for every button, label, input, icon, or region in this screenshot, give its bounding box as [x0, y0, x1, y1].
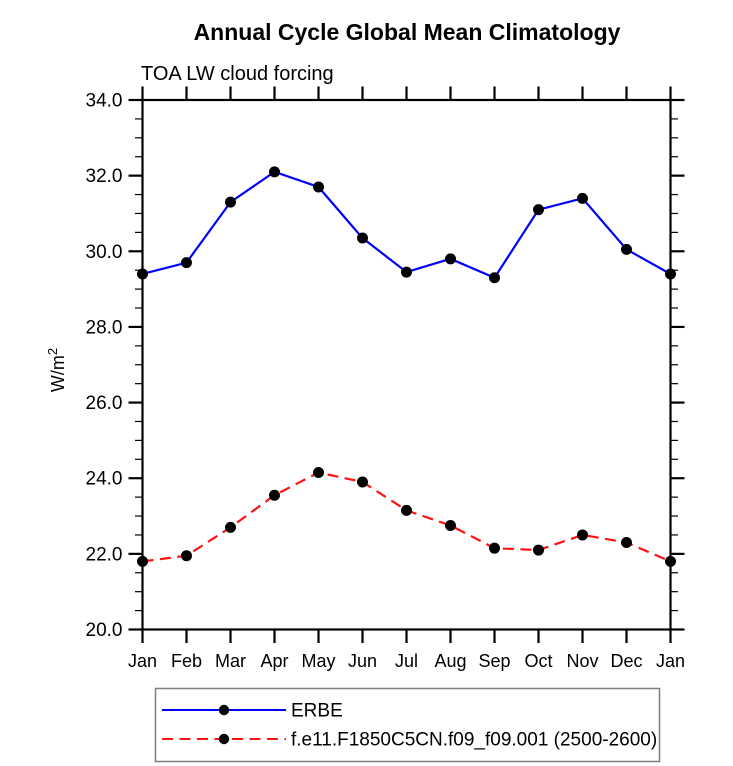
x-tick-label: Dec: [610, 651, 642, 671]
data-point-marker: [533, 204, 544, 216]
data-point-marker: [489, 542, 500, 554]
chart-title: Annual Cycle Global Mean Climatology: [194, 19, 621, 45]
x-tick-label: Oct: [524, 651, 552, 671]
data-point-marker: [445, 253, 456, 265]
data-series: [137, 166, 676, 567]
y-tick-label: 28.0: [86, 317, 123, 338]
y-axis-title: W/m2: [45, 348, 68, 392]
data-point-marker: [269, 489, 280, 501]
y-tick-label: 34.0: [86, 91, 123, 112]
chart-subtitle: TOA LW cloud forcing: [141, 63, 334, 85]
legend-item-model: f.e11.F1850C5CN.f09_f09.001 (2500-2600): [162, 730, 657, 751]
data-point-marker: [401, 504, 412, 516]
data-point-marker: [313, 467, 324, 479]
data-point-marker: [489, 272, 500, 284]
data-point-marker: [225, 521, 236, 533]
data-point-marker: [225, 196, 236, 208]
data-point-marker: [577, 529, 588, 541]
data-point-marker: [665, 268, 676, 280]
legend-box: [154, 687, 661, 763]
x-tick-label: Feb: [171, 651, 202, 671]
x-tick-label: Jun: [348, 651, 377, 671]
x-tick-label: Aug: [434, 651, 466, 671]
x-tick-label: Jul: [395, 651, 418, 671]
data-point-marker: [665, 555, 676, 567]
series-line-model: [142, 471, 671, 563]
x-tick-label: Nov: [566, 651, 598, 671]
x-axis-tick-labels: Jan Feb Mar Apr May Jun Jul Aug Sep Oct Nov Dec Jan: [128, 651, 685, 671]
data-point-marker: [181, 550, 192, 562]
data-point-marker: [621, 243, 632, 255]
x-tick-label: Apr: [260, 651, 288, 671]
y-tick-label: 32.0: [86, 166, 123, 187]
y-tick-label: 22.0: [86, 544, 123, 565]
data-point-marker: [533, 544, 544, 556]
data-point-marker: [269, 166, 280, 178]
axes-frame: [141, 98, 672, 631]
legend-item-erbe: ERBE: [162, 701, 343, 722]
series-line-erbe: [142, 170, 672, 280]
y-axis-ticks: [128, 98, 685, 631]
data-point-marker: [445, 519, 456, 531]
y-tick-label: 20.0: [86, 620, 123, 641]
plot-frame: [141, 98, 672, 631]
data-point-marker: [577, 192, 588, 204]
data-point-marker: [357, 476, 368, 488]
legend: ERBE f.e11.F1850C5CN.f09_f09.001 (2500-2…: [154, 687, 661, 763]
x-tick-label: Jan: [656, 651, 685, 671]
data-point-marker: [357, 232, 368, 244]
x-tick-label: Mar: [215, 651, 246, 671]
legend-label-erbe: ERBE: [291, 701, 343, 722]
data-point-marker: [621, 537, 632, 549]
x-tick-label: Jan: [128, 651, 157, 671]
y-tick-label: 26.0: [86, 393, 123, 414]
data-point-marker: [313, 181, 324, 193]
y-tick-label: 24.0: [86, 469, 123, 490]
data-point-marker: [181, 257, 192, 269]
y-tick-label: 30.0: [86, 242, 123, 263]
legend-label-model: f.e11.F1850C5CN.f09_f09.001 (2500-2600): [291, 730, 657, 751]
legend-marker-erbe: [218, 704, 230, 716]
x-axis-ticks: [141, 86, 672, 643]
data-point-marker: [401, 266, 412, 278]
x-tick-label: Sep: [478, 651, 510, 671]
y-axis-tick-labels: 34.0 32.0 30.0 28.0 26.0 24.0 22.0 20.0: [86, 91, 123, 642]
data-point-marker: [137, 555, 148, 567]
legend-marker-model: [218, 733, 230, 745]
data-point-marker: [137, 268, 148, 280]
x-tick-label: May: [301, 651, 335, 671]
